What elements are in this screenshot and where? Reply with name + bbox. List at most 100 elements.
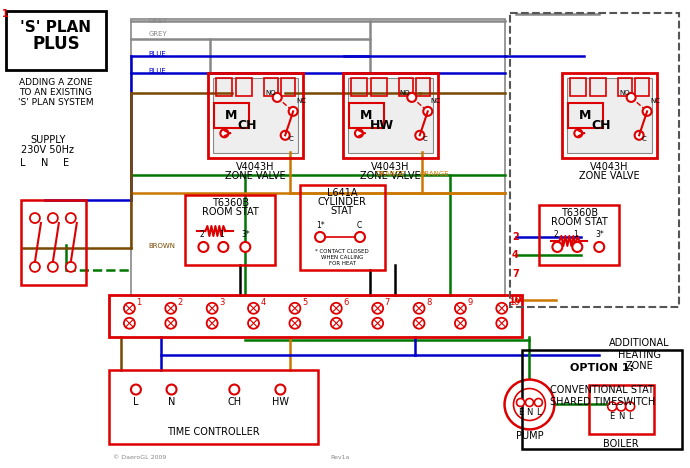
Bar bbox=[348, 79, 433, 153]
Text: 7: 7 bbox=[512, 269, 519, 279]
Text: ROOM STAT: ROOM STAT bbox=[202, 207, 259, 217]
Bar bbox=[540, 205, 619, 265]
Text: GREY: GREY bbox=[148, 18, 168, 23]
Text: L: L bbox=[133, 396, 139, 407]
Text: V4043H: V4043H bbox=[371, 162, 409, 172]
Bar bbox=[399, 79, 413, 96]
Text: T6360B: T6360B bbox=[561, 208, 598, 218]
Text: 2: 2 bbox=[553, 230, 558, 239]
Text: FOR HEAT: FOR HEAT bbox=[328, 262, 355, 266]
Bar bbox=[130, 19, 504, 296]
Circle shape bbox=[66, 213, 76, 223]
Circle shape bbox=[517, 399, 524, 407]
Circle shape bbox=[288, 107, 297, 116]
Text: L: L bbox=[536, 408, 541, 417]
Text: M: M bbox=[359, 109, 372, 122]
Text: CH: CH bbox=[237, 119, 257, 132]
Circle shape bbox=[372, 303, 383, 314]
Text: T6360B: T6360B bbox=[212, 198, 249, 208]
Circle shape bbox=[423, 107, 432, 116]
Circle shape bbox=[289, 318, 300, 329]
Text: 10: 10 bbox=[509, 298, 520, 307]
Circle shape bbox=[131, 385, 141, 395]
Circle shape bbox=[275, 385, 286, 395]
Bar bbox=[371, 79, 387, 96]
Text: E: E bbox=[609, 412, 615, 421]
Circle shape bbox=[455, 318, 466, 329]
Text: 2: 2 bbox=[178, 298, 183, 307]
Circle shape bbox=[608, 402, 617, 411]
Text: * CONTACT CLOSED: * CONTACT CLOSED bbox=[315, 249, 369, 255]
Text: 'S' PLAN: 'S' PLAN bbox=[21, 20, 91, 35]
Text: © DaeroGL 2009: © DaeroGL 2009 bbox=[112, 455, 166, 461]
Text: C: C bbox=[288, 136, 293, 142]
Circle shape bbox=[496, 318, 507, 329]
Circle shape bbox=[413, 318, 424, 329]
Text: 7: 7 bbox=[384, 298, 390, 307]
Circle shape bbox=[240, 242, 250, 252]
Text: L: L bbox=[20, 158, 26, 168]
Text: OPTION 1:: OPTION 1: bbox=[570, 363, 634, 373]
Circle shape bbox=[248, 318, 259, 329]
Circle shape bbox=[626, 402, 635, 411]
Circle shape bbox=[199, 242, 208, 252]
Circle shape bbox=[273, 93, 282, 102]
Text: 1: 1 bbox=[219, 230, 224, 239]
Circle shape bbox=[66, 262, 76, 272]
Circle shape bbox=[331, 303, 342, 314]
Text: 4: 4 bbox=[261, 298, 266, 307]
Circle shape bbox=[355, 232, 365, 242]
Circle shape bbox=[166, 318, 176, 329]
Text: M: M bbox=[225, 109, 237, 122]
Bar bbox=[618, 79, 632, 96]
Circle shape bbox=[30, 262, 40, 272]
Bar bbox=[213, 79, 298, 153]
Circle shape bbox=[218, 242, 228, 252]
Bar bbox=[571, 79, 586, 96]
Text: BROWN: BROWN bbox=[148, 243, 175, 249]
Text: NO: NO bbox=[400, 90, 411, 96]
Circle shape bbox=[635, 131, 644, 140]
Circle shape bbox=[504, 380, 554, 430]
Text: 1*: 1* bbox=[316, 221, 325, 230]
Circle shape bbox=[331, 318, 342, 329]
Text: 2: 2 bbox=[512, 232, 519, 242]
Text: BLUE: BLUE bbox=[148, 68, 166, 74]
Circle shape bbox=[48, 262, 58, 272]
Circle shape bbox=[535, 399, 542, 407]
Text: Rev1a: Rev1a bbox=[330, 455, 349, 461]
Text: V4043H: V4043H bbox=[590, 162, 629, 172]
Bar bbox=[522, 350, 682, 449]
Text: PLUS: PLUS bbox=[32, 35, 79, 52]
Text: TO AN EXISTING: TO AN EXISTING bbox=[19, 88, 92, 97]
Text: CONVENTIONAL STAT: CONVENTIONAL STAT bbox=[551, 385, 654, 395]
Bar bbox=[215, 103, 249, 128]
Bar bbox=[343, 73, 437, 158]
Text: L: L bbox=[628, 412, 633, 421]
Text: C: C bbox=[357, 221, 362, 230]
Text: 9: 9 bbox=[467, 298, 473, 307]
Text: ZONE VALVE: ZONE VALVE bbox=[359, 171, 420, 181]
Text: 6: 6 bbox=[343, 298, 348, 307]
Bar bbox=[351, 79, 367, 96]
Circle shape bbox=[553, 242, 562, 252]
Text: SHARED TIMESWITCH: SHARED TIMESWITCH bbox=[550, 396, 655, 407]
Text: CYLINDER: CYLINDER bbox=[317, 197, 366, 207]
Text: ORANGE: ORANGE bbox=[420, 171, 449, 177]
Text: E: E bbox=[518, 408, 523, 417]
Circle shape bbox=[289, 303, 300, 314]
Circle shape bbox=[617, 402, 626, 411]
Circle shape bbox=[642, 107, 651, 116]
Circle shape bbox=[407, 93, 416, 102]
Circle shape bbox=[627, 93, 635, 102]
Text: N: N bbox=[41, 158, 48, 168]
Circle shape bbox=[574, 129, 582, 137]
Bar bbox=[416, 79, 430, 96]
Text: NO: NO bbox=[265, 90, 276, 96]
Text: V4043H: V4043H bbox=[236, 162, 275, 172]
Circle shape bbox=[248, 303, 259, 314]
Circle shape bbox=[207, 303, 217, 314]
Circle shape bbox=[166, 303, 176, 314]
Text: C: C bbox=[423, 136, 428, 142]
Circle shape bbox=[372, 318, 383, 329]
